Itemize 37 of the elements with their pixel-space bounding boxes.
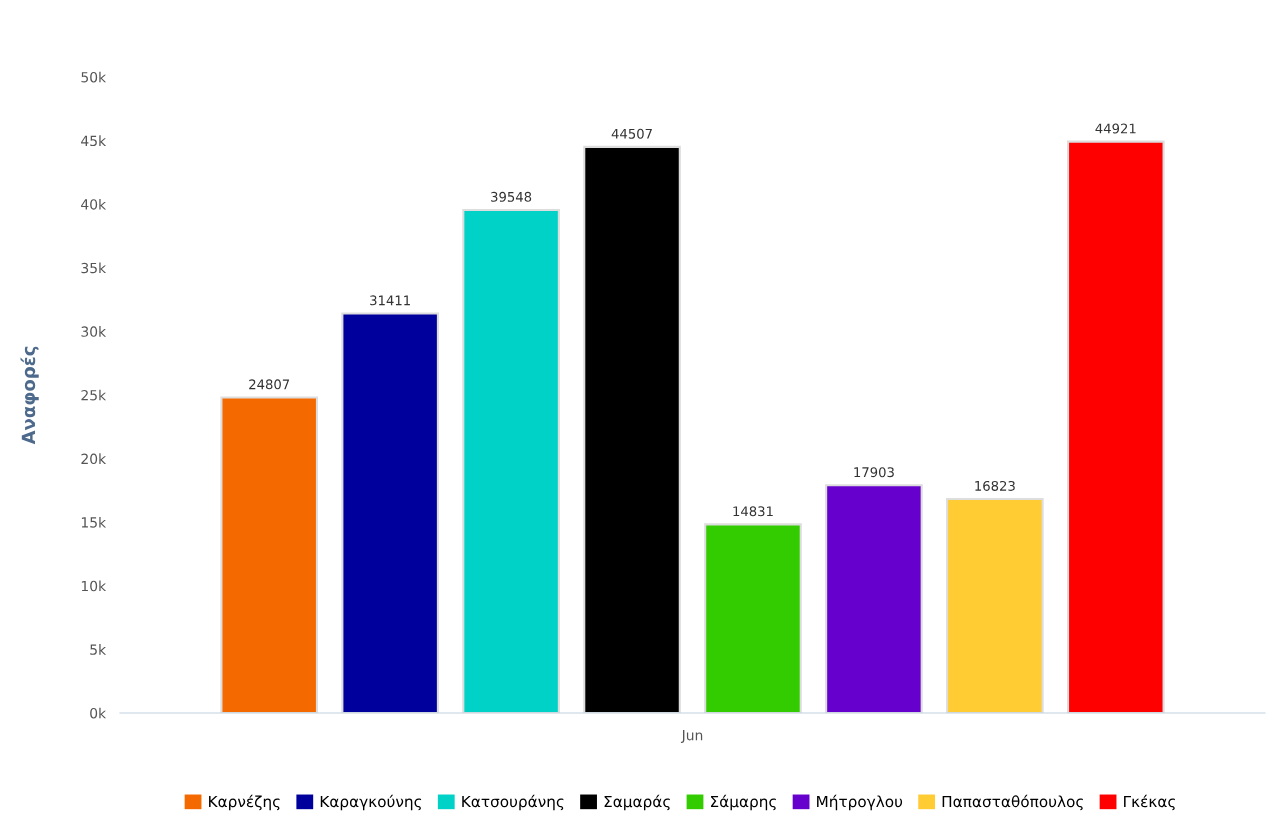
data-label: 44921 bbox=[1095, 123, 1136, 134]
data-label: 31411 bbox=[370, 295, 410, 306]
legend-label: Καραγκούνης bbox=[320, 794, 422, 811]
data-label: 16823 bbox=[975, 480, 1015, 491]
data-label: 24807 bbox=[249, 379, 290, 390]
data-label: 39548 bbox=[491, 191, 532, 202]
bar bbox=[220, 396, 319, 713]
y-tick-label: 45k bbox=[81, 135, 107, 147]
x-tick-label: Jun bbox=[680, 730, 703, 743]
y-tick-label: 25k bbox=[81, 389, 107, 401]
y-tick-label: 5k bbox=[90, 644, 107, 655]
data-label: 17903 bbox=[854, 467, 894, 478]
bar bbox=[341, 312, 439, 713]
legend-label: Σάμαρης bbox=[711, 794, 776, 811]
y-tick-label: 30k bbox=[81, 326, 107, 337]
data-label: 14831 bbox=[733, 506, 773, 517]
y-axis-title: Αναφορές bbox=[20, 346, 39, 445]
bar bbox=[1066, 140, 1165, 713]
legend-label: Καρνέζης bbox=[209, 794, 280, 811]
legend-label: Μήτρογλου bbox=[817, 794, 903, 811]
y-tick-label: 20k bbox=[81, 453, 107, 465]
legend-label: Παπασταθόπουλος bbox=[942, 794, 1083, 811]
y-tick-label: 0k bbox=[90, 707, 107, 719]
bar bbox=[704, 523, 802, 713]
legend-label: Σαμαράς bbox=[604, 794, 670, 811]
bar bbox=[825, 484, 923, 713]
bar bbox=[583, 145, 681, 713]
y-tick-label: 40k bbox=[81, 198, 107, 210]
y-tick-label: 50k bbox=[81, 71, 107, 83]
bar bbox=[946, 497, 1044, 713]
legend-label: Κατσουράνης bbox=[462, 794, 564, 811]
bar bbox=[462, 208, 560, 713]
y-tick-label: 10k bbox=[81, 580, 107, 592]
y-tick-label: 15k bbox=[81, 516, 107, 528]
y-tick-label: 35k bbox=[81, 262, 107, 274]
legend-label: Γκέκας bbox=[1124, 794, 1175, 811]
data-label: 44507 bbox=[611, 128, 652, 139]
